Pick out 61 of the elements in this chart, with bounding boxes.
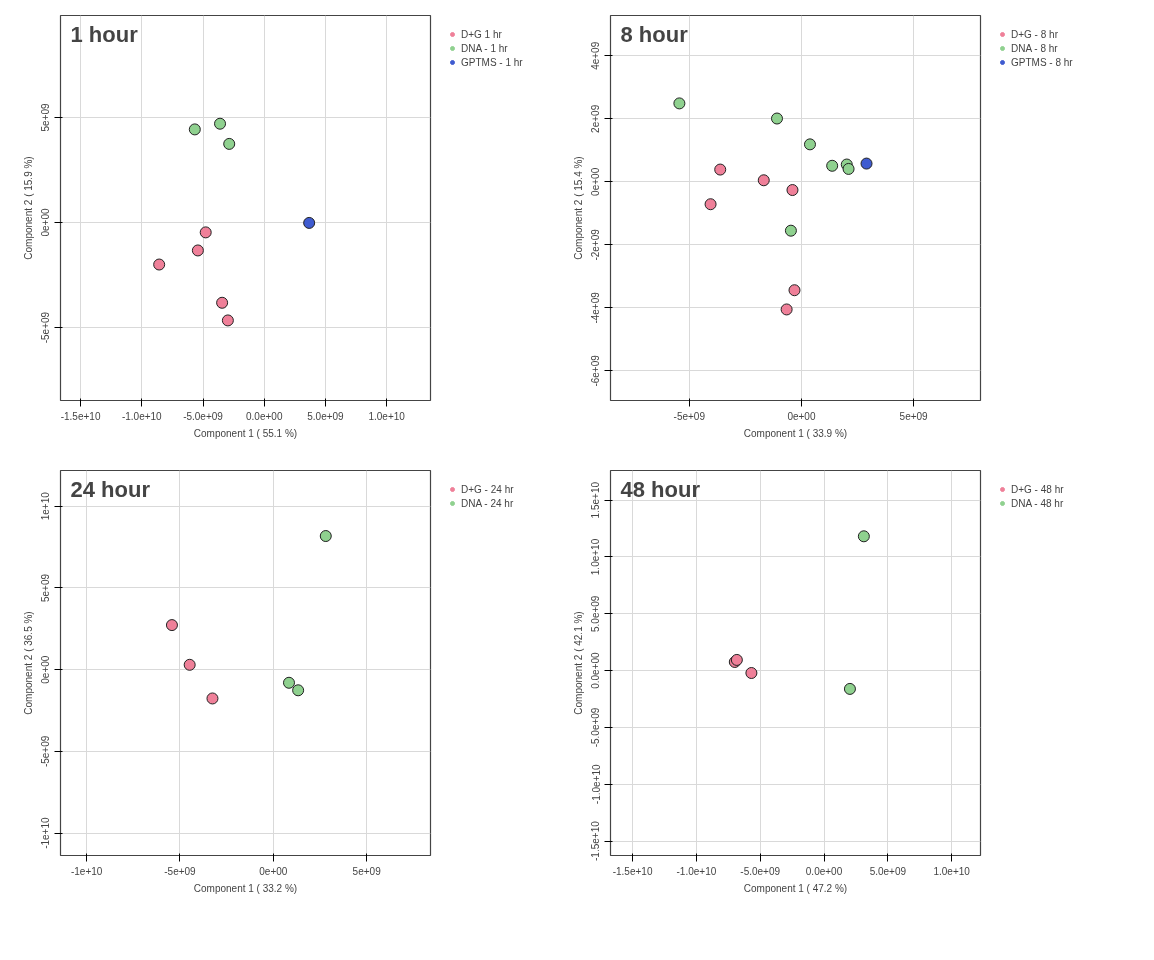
y-tick-label: 5e+09 [40,102,52,132]
x-tick-label: -1.5e+10 [612,865,653,877]
y-tick-label: -5e+09 [40,311,52,344]
x-tick-label: 0.0e+00 [246,410,283,422]
legend-label: D+G - 24 hr [461,482,514,496]
y-tick-label: 0.0e+00 [590,651,602,689]
chart-title: 48 hour [620,476,701,502]
legend-label: GPTMS - 1 hr [461,55,523,69]
legend-label: DNA - 24 hr [461,496,514,510]
x-tick-label: 5.0e+09 [869,865,907,877]
y-tick-label: 1e+10 [40,491,52,521]
x-tick-label: -5.0e+09 [740,865,781,877]
y-tick-label: 0e+00 [40,208,52,237]
y-tick-label: 2e+09 [590,104,602,133]
legend-label: DNA - 8 hr [1011,41,1058,55]
x-axis-title: Component 1 ( 33.9 %) [743,427,848,439]
x-tick-label: 0e+00 [259,865,288,877]
y-tick-label: 1.0e+10 [590,538,602,576]
x-axis-title: Component 1 ( 47.2 %) [743,882,848,894]
y-tick-label: 0e+00 [40,655,52,684]
legend-label: D+G - 8 hr [1011,27,1058,41]
legend-label: D+G - 48 hr [1011,482,1064,496]
chart-title: 8 hour [620,21,689,47]
chart-title: 24 hour [70,476,151,502]
y-axis-title: Component 2 ( 15.9 %) [22,156,34,260]
y-tick-label: -4e+09 [590,291,602,324]
x-tick-label: 5e+09 [899,410,929,422]
y-axis-title: Component 2 ( 36.5 %) [22,611,34,715]
y-tick-label: -2e+09 [590,228,602,261]
y-tick-label: -5.0e+09 [590,707,602,748]
x-tick-label: 0e+00 [787,410,816,422]
x-tick-label: 5.0e+09 [307,410,345,422]
y-tick-label: 0e+00 [590,167,602,196]
x-tick-label: -5.0e+09 [183,410,224,422]
x-tick-label: -5e+09 [164,865,197,877]
y-tick-label: 1.5e+10 [590,481,602,519]
legend-label: D+G 1 hr [461,27,502,41]
x-tick-label: -1.5e+10 [60,410,101,422]
x-tick-label: 1.0e+10 [933,865,971,877]
y-tick-label: -6e+09 [590,354,602,387]
x-tick-label: 1.0e+10 [368,410,406,422]
legend-label: DNA - 48 hr [1011,496,1064,510]
x-tick-label: -1.0e+10 [676,865,717,877]
y-tick-label: 4e+09 [590,41,602,70]
y-tick-label: -1e+10 [40,816,52,849]
legend-label: GPTMS - 8 hr [1011,55,1073,69]
y-tick-label: 5e+09 [40,573,52,603]
x-tick-label: -1.0e+10 [121,410,163,422]
y-tick-label: -5e+09 [40,735,52,768]
x-axis-title: Component 1 ( 33.2 %) [193,882,298,894]
chart-title: 1 hour [70,21,139,47]
x-tick-label: 0.0e+00 [805,865,843,877]
y-tick-label: 5.0e+09 [590,595,602,633]
y-tick-label: -1.0e+10 [590,763,602,805]
x-tick-label: -5e+09 [673,410,706,422]
x-axis-title: Component 1 ( 55.1 %) [193,427,298,439]
legend-label: DNA - 1 hr [461,41,508,55]
x-tick-label: -1e+10 [70,865,103,877]
y-axis-title: Component 2 ( 42.1 %) [572,611,584,715]
y-axis-title: Component 2 ( 15.4 %) [572,156,584,260]
x-tick-label: 5e+09 [352,865,382,877]
